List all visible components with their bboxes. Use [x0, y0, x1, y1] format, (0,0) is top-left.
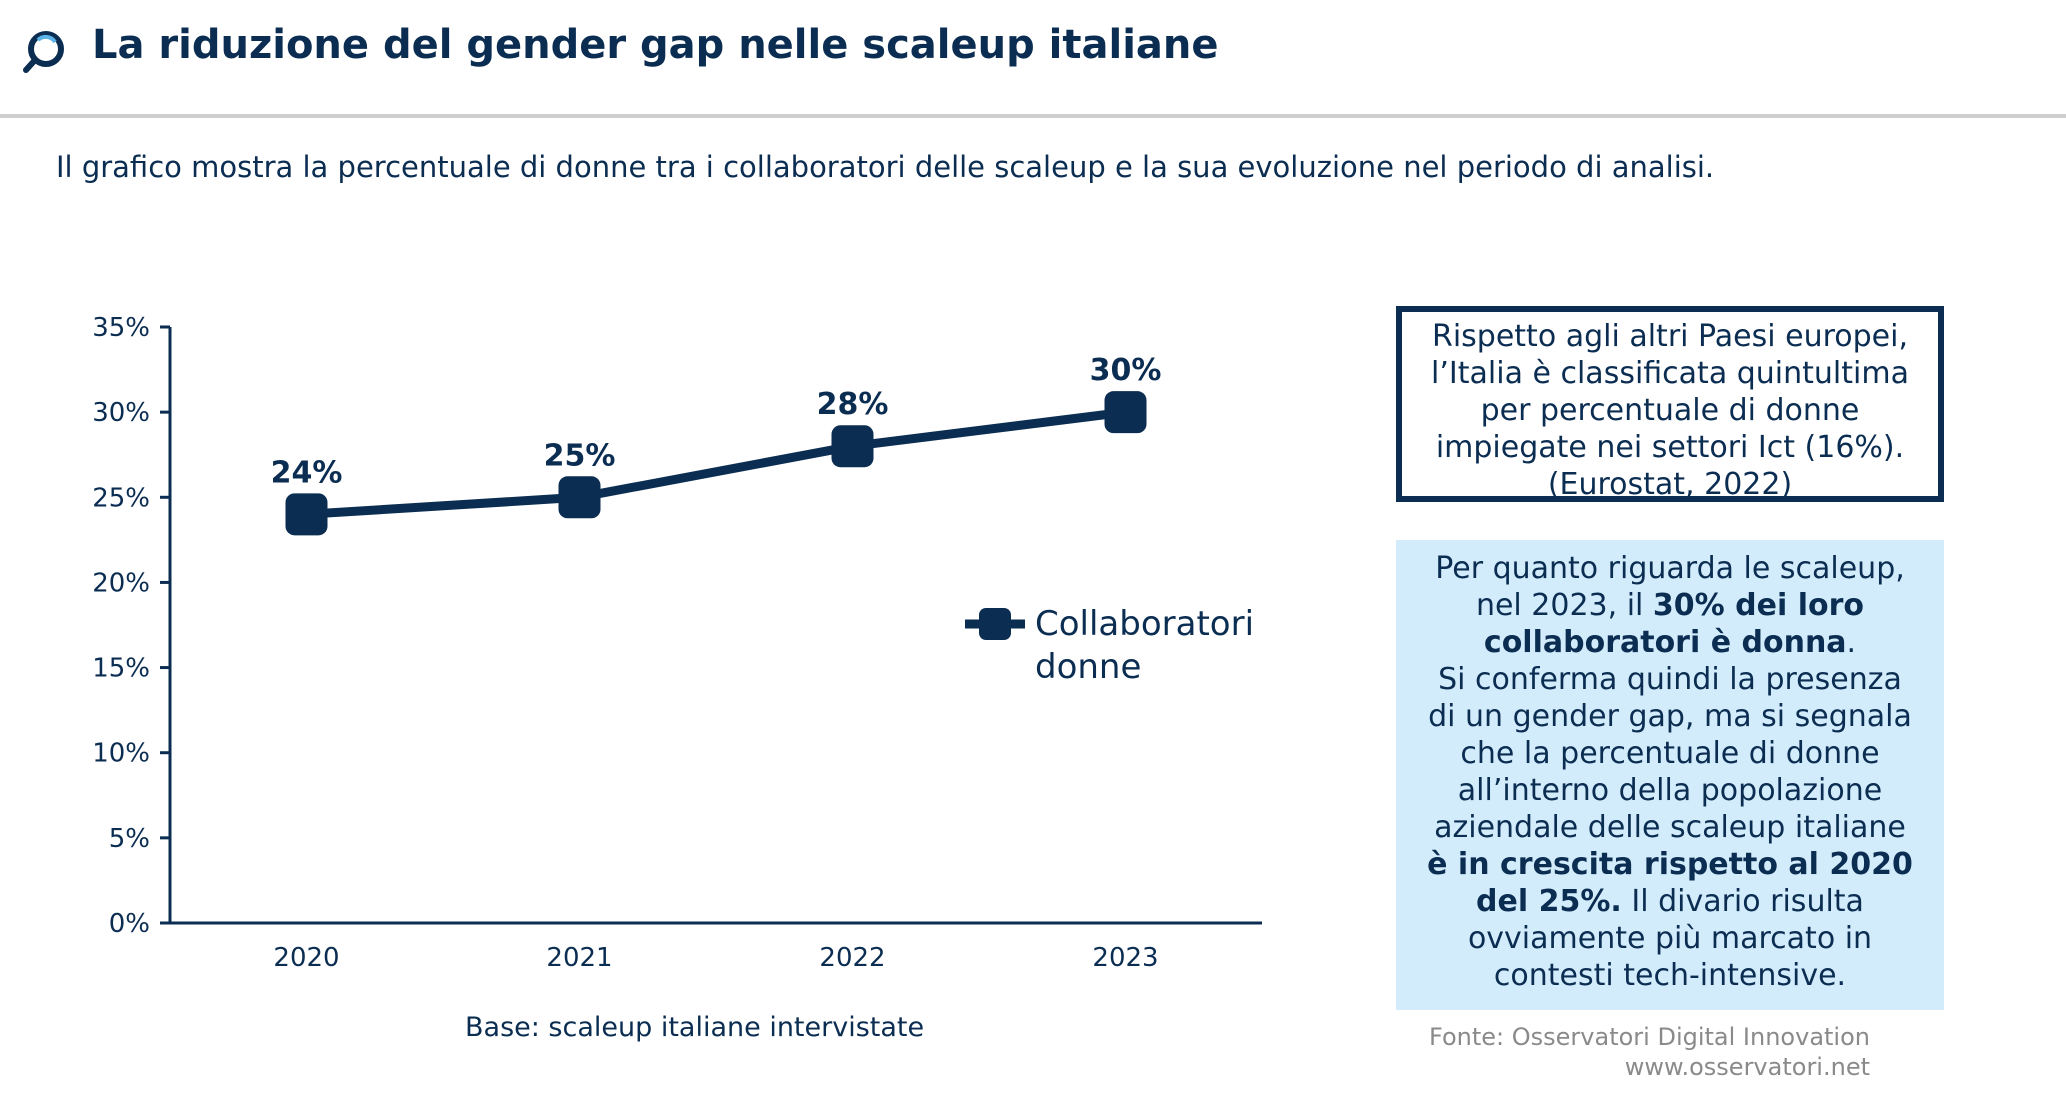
magnifier-logo-icon [23, 31, 64, 73]
y-tick-label: 0% [109, 909, 150, 939]
callout-line: Rispetto agli altri Paesi europei, [1431, 319, 1908, 354]
y-tick-label: 15% [92, 654, 150, 684]
summary-line: ovviamente più marcato in [1467, 921, 1873, 956]
data-point [285, 493, 328, 536]
data-label: 28% [817, 387, 889, 422]
legend-label: Collaboratori [1035, 604, 1254, 644]
callout-line: per percentuale di donne [1480, 393, 1860, 428]
header: La riduzione del gender gap nelle scaleu… [0, 0, 2066, 118]
y-tick-label: 5% [109, 824, 150, 854]
callout-line: l’Italia è classificata quintultima [1431, 356, 1909, 391]
summary-line: all’interno della popolazione [1457, 773, 1883, 808]
x-tick-label: 2023 [1092, 943, 1158, 973]
y-tick-label: 20% [92, 568, 150, 598]
summary-line: aziendale delle scaleup italiane [1434, 810, 1906, 845]
y-tick-label: 35% [92, 313, 150, 343]
x-tick-label: 2020 [273, 943, 339, 973]
summary-line: del 25%. Il divario risulta [1396, 883, 1944, 920]
summary-text: nel 2023, il [1475, 588, 1653, 623]
summary-line: di un gender gap, ma si segnala [1428, 699, 1912, 734]
summary-line: è in crescita rispetto al 2020 [1396, 846, 1944, 883]
summary-highlight: 30% dei loro [1652, 588, 1865, 623]
scaleup-summary-panel: Per quanto riguarda le scaleup, nel 2023… [1396, 540, 1944, 1010]
summary-line: che la percentuale di donne [1460, 736, 1880, 771]
legend-marker [979, 608, 1011, 640]
page-title: La riduzione del gender gap nelle scaleu… [92, 22, 1219, 68]
data-label: 30% [1090, 353, 1162, 388]
source-url: www.osservatori.net [1624, 1053, 1870, 1081]
summary-text: . [1846, 625, 1857, 660]
source-note: Fonte: Osservatori Digital Innovation ww… [1380, 1022, 1870, 1082]
summary-line: Si conferma quindi la presenza [1438, 662, 1902, 697]
x-tick-label: 2022 [819, 943, 885, 973]
summary-highlight: collaboratori è donna [1483, 625, 1847, 660]
source-line: Fonte: Osservatori Digital Innovation [1429, 1023, 1870, 1051]
data-label: 25% [544, 438, 616, 473]
data-point [558, 476, 601, 519]
data-point [831, 425, 874, 468]
legend-label: donne [1035, 647, 1141, 687]
summary-line: contesti tech-intensive. [1493, 958, 1847, 993]
summary-line: nel 2023, il 30% dei loro [1396, 587, 1944, 624]
data-point [1104, 391, 1147, 434]
summary-highlight: è in crescita rispetto al 2020 [1427, 847, 1913, 882]
summary-line: Per quanto riguarda le scaleup, [1435, 551, 1905, 586]
eurostat-callout: Rispetto agli altri Paesi europei, l’Ita… [1396, 306, 1944, 502]
summary-line: collaboratori è donna. [1396, 624, 1944, 661]
summary-text: Il divario risulta [1621, 884, 1864, 919]
callout-line: (Eurostat, 2022) [1547, 467, 1793, 502]
y-tick-label: 25% [92, 483, 150, 513]
data-label: 24% [271, 455, 343, 490]
callout-line: impiegate nei settori Ict (16%). [1435, 430, 1905, 465]
line-chart: 0% 5% 10% 15% 20% 25% 30% 35% 2020 2021 2022 2023 24… [92, 313, 1262, 973]
x-tick-label: 2021 [546, 943, 612, 973]
y-tick-label: 30% [92, 398, 150, 428]
series-line [306, 407, 1127, 519]
y-tick-label: 10% [92, 739, 150, 769]
page-subtitle: Il grafico mostra la percentuale di donn… [56, 150, 1715, 184]
base-note: Base: scaleup italiane intervistate [465, 1012, 925, 1043]
summary-highlight: del 25%. [1476, 884, 1622, 919]
